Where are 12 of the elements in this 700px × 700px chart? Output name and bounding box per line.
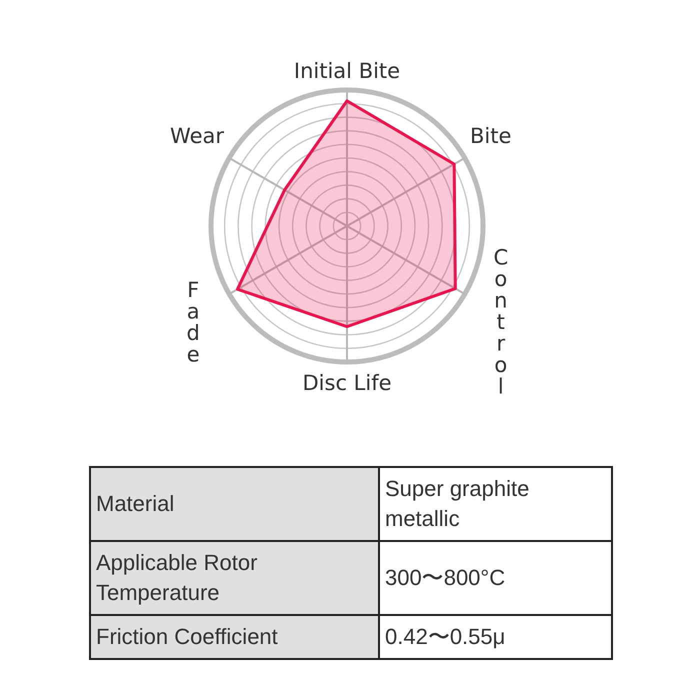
spoke-label: Control (493, 246, 508, 399)
text: Super graphite metallic (379, 467, 612, 541)
spoke-label: Wear (170, 124, 224, 148)
spoke-label: Bite (470, 124, 512, 148)
text: Material (90, 467, 379, 541)
text: 300〜800°C (379, 541, 612, 615)
spoke-label: Fade (186, 278, 200, 366)
text: 0.42〜0.55μ (379, 615, 612, 659)
spoke-label: Disc Life (302, 370, 392, 395)
spoke-label: Initial Bite (294, 59, 400, 83)
text: Applicable Rotor Temperature (90, 541, 379, 615)
text: Friction Coefficient (90, 615, 379, 659)
